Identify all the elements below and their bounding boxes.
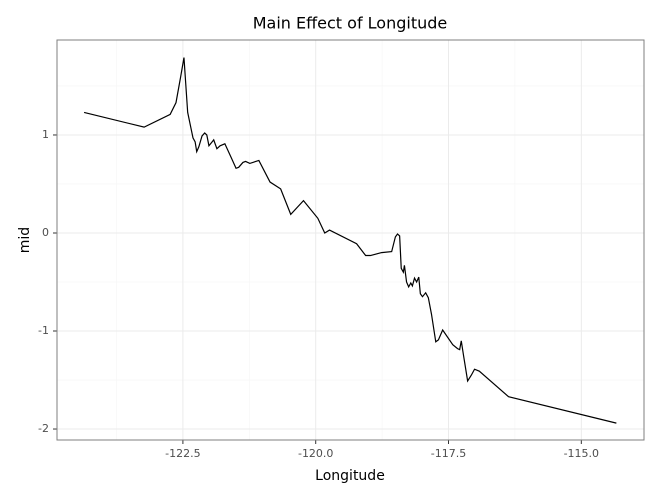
x-tick-label: -122.5 <box>165 447 200 460</box>
x-axis-label: Longitude <box>315 468 385 484</box>
y-tick-label: 1 <box>42 128 49 141</box>
x-tick-label: -115.0 <box>564 447 599 460</box>
y-tick-label: 0 <box>42 226 49 239</box>
line <box>83 57 617 424</box>
y-axis-label: mid <box>17 227 33 253</box>
x-tick-label: -117.5 <box>431 447 466 460</box>
y-tick-label: -1 <box>38 324 49 337</box>
chart-title: Main Effect of Longitude <box>253 14 448 33</box>
panel-border <box>56 39 645 441</box>
x-tick-label: -120.0 <box>298 447 333 460</box>
y-tick-label: -2 <box>38 422 49 435</box>
